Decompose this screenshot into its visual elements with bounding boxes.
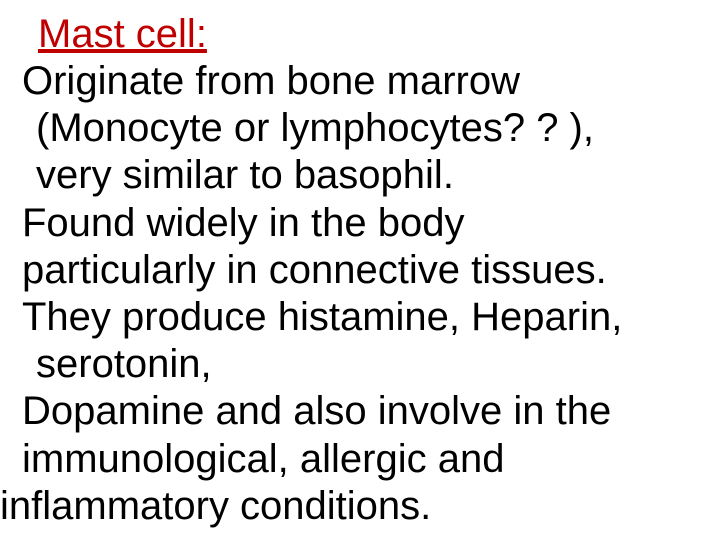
- body-line: particularly in connective tissues.: [22, 247, 710, 294]
- body-line: (Monocyte or lymphocytes? ? ),: [22, 105, 710, 152]
- slide: Mast cell: Originate from bone marrow (M…: [0, 0, 720, 540]
- body-line: serotonin,: [22, 341, 710, 388]
- body-line: very similar to basophil.: [22, 152, 710, 199]
- body-line: They produce histamine, Heparin,: [22, 294, 710, 341]
- body-line: inflammatory conditions.: [0, 483, 710, 530]
- body-line: Dopamine and also involve in the: [22, 388, 710, 435]
- body-line: Originate from bone marrow: [22, 58, 710, 105]
- body-line: immunological, allergic and: [22, 436, 710, 483]
- slide-title: Mast cell:: [0, 10, 720, 58]
- body-line: Found widely in the body: [22, 200, 710, 247]
- slide-body: Originate from bone marrow (Monocyte or …: [0, 58, 720, 530]
